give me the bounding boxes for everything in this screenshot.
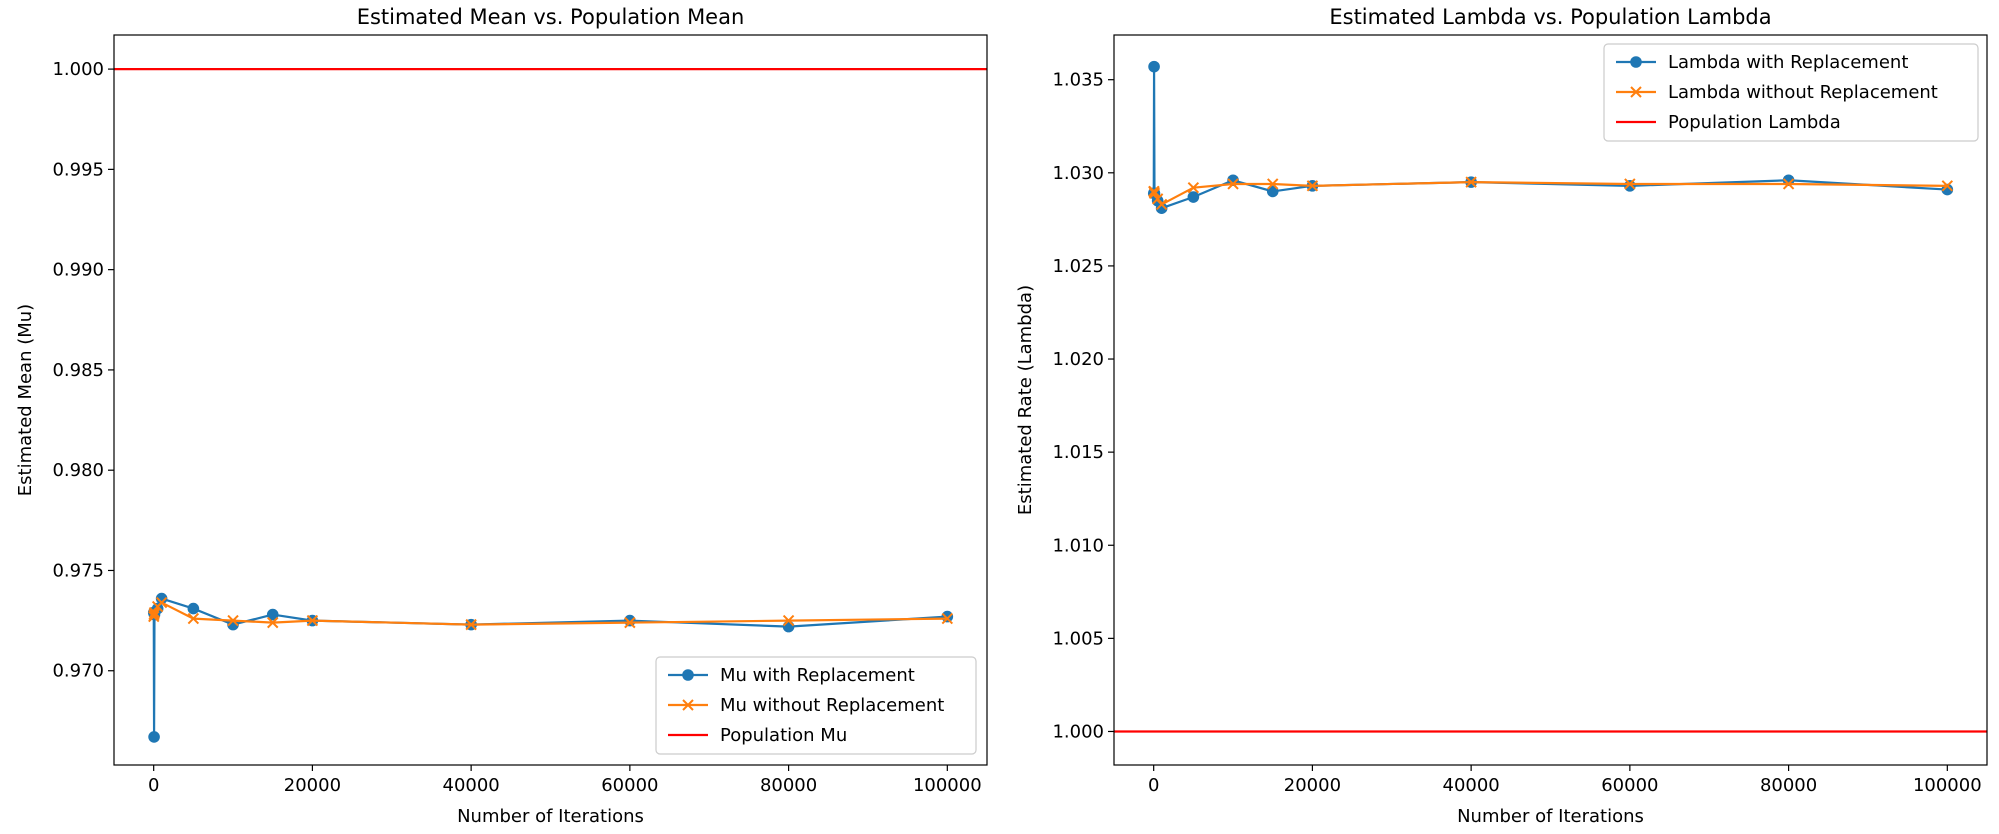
- legend-swatch-marker: [682, 669, 694, 681]
- y-tick-label: 0.970: [52, 661, 104, 682]
- x-axis-label: Number of Iterations: [1457, 806, 1644, 827]
- x-tick-label: 100000: [913, 775, 982, 796]
- x-tick-label: 80000: [1760, 775, 1817, 796]
- axes-frame: [113, 34, 988, 766]
- series-mu-without-replacement-point: [155, 596, 168, 609]
- series-lambda-without-replacement-point: [1782, 178, 1795, 190]
- x-tick-label: 40000: [443, 775, 500, 796]
- series-lambda-without-replacement-point: [1465, 176, 1477, 188]
- series-lambda-without-replacement-point: [1155, 198, 1168, 211]
- series-mu-without-replacement-point: [227, 614, 239, 627]
- x-tick-label: 80000: [760, 775, 817, 796]
- x-tick-label: 0: [148, 775, 159, 796]
- series-mu-with-replacement-point: [155, 592, 168, 605]
- y-tick-label: 0.980: [52, 460, 104, 481]
- y-axis-label: Estimated Rate (Lambda): [1015, 285, 1036, 515]
- y-tick-label: 1.005: [1052, 628, 1104, 649]
- legend-swatch-marker: [682, 699, 694, 711]
- series-lambda-with-replacement-point: [1155, 202, 1168, 214]
- plot-area: [1114, 60, 1987, 733]
- x-tick-label: 20000: [284, 775, 341, 796]
- legend-label: Mu with Replacement: [720, 665, 915, 686]
- series-lambda-without-replacement-point: [1148, 187, 1161, 199]
- series-mu-without-replacement-point: [782, 614, 795, 627]
- series-lambda-without-replacement-point: [1151, 193, 1164, 205]
- mu-chart: Estimated Mean vs. Population Mean 0 20000…: [15, 5, 988, 827]
- series-lambda-without-replacement-point: [1306, 180, 1319, 192]
- series-lambda-without-replacement-point: [1624, 178, 1636, 190]
- series-lambda-without-replacement-point: [1148, 185, 1160, 198]
- legend: Lambda with Replacement Lambda without Re…: [1603, 43, 1979, 142]
- legend-frame: [1603, 43, 1979, 142]
- series-mu-with-replacement-point: [941, 610, 954, 623]
- legend-label: Lambda without Replacement: [1668, 82, 1938, 103]
- y-tick-label: 0.995: [52, 159, 104, 180]
- series-lambda-with-replacement-point: [1266, 185, 1279, 198]
- legend-label: Population Lambda: [1668, 112, 1841, 133]
- y-axis-label: Estimated Mean (Mu): [15, 304, 36, 496]
- series-mu-with-replacement-point: [624, 614, 636, 627]
- series-mu-with-replacement-point: [266, 608, 279, 621]
- x-tick-label: 20000: [1284, 775, 1341, 796]
- series-mu-without-replacement-point: [148, 606, 161, 619]
- y-tick-label: 1.000: [1052, 721, 1104, 742]
- y-tick-label: 1.020: [1052, 349, 1104, 370]
- y-tick-label: 1.025: [1052, 256, 1104, 277]
- y-tick-label: 0.985: [52, 360, 104, 381]
- series-lambda-without-replacement-point: [1187, 181, 1200, 194]
- lambda-chart: Estimated Lambda vs. Population Lambda 0 2…: [1015, 5, 1988, 827]
- y-tick-label: 1.010: [1052, 535, 1104, 556]
- legend: Mu with Replacement Mu without Replacemen…: [655, 656, 977, 755]
- x-tick-label: 40000: [1443, 775, 1500, 796]
- plot-area: [114, 67, 987, 743]
- legend-swatch-marker: [1630, 56, 1642, 68]
- series-lambda-with-replacement-point: [1624, 180, 1636, 192]
- x-tick-label: 100000: [1913, 775, 1982, 796]
- legend-frame: [655, 656, 977, 755]
- series-mu-with-replacement-point: [782, 620, 795, 633]
- series-mu-without-replacement-point: [148, 608, 160, 621]
- series-lambda-without-replacement-point: [1941, 180, 1954, 192]
- series-mu-with-replacement-point: [187, 602, 200, 615]
- legend-label: Lambda with Replacement: [1668, 52, 1908, 73]
- x-tick-label: 60000: [601, 775, 658, 796]
- x-tick-label: 0: [1148, 775, 1159, 796]
- chart-title: Estimated Mean vs. Population Mean: [357, 5, 745, 29]
- series-mu-without-replacement-point: [624, 616, 636, 629]
- series-mu-without-replacement-point: [187, 612, 200, 625]
- series-lambda-with-replacement-point: [1187, 191, 1200, 203]
- series-lambda-without-replacement-point: [1227, 178, 1239, 190]
- y-tick-label: 1.030: [1052, 163, 1104, 184]
- series-lambda-with-replacement-point: [1148, 60, 1160, 73]
- chart-title: Estimated Lambda vs. Population Lambda: [1329, 5, 1771, 29]
- y-tick-label: 1.035: [1052, 70, 1104, 91]
- legend-label: Mu without Replacement: [720, 695, 944, 716]
- y-tick-label: 1.000: [52, 59, 104, 80]
- series-mu-without-replacement-point: [148, 610, 160, 623]
- x-axis-label: Number of Iterations: [457, 806, 644, 827]
- series-mu-with-replacement-point: [148, 731, 160, 743]
- legend-label: Population Mu: [720, 725, 847, 746]
- y-tick-label: 1.015: [1052, 442, 1104, 463]
- axes-frame: [1113, 34, 1988, 766]
- series-mu-without-replacement-point: [465, 618, 477, 631]
- series-mu-without-replacement-point: [306, 614, 319, 627]
- series-lambda-without-replacement-point: [1267, 178, 1279, 190]
- legend-swatch-marker: [1630, 86, 1642, 98]
- series-mu-without-replacement-point: [941, 612, 954, 625]
- y-tick-label: 0.975: [52, 560, 104, 581]
- y-tick-label: 0.990: [52, 260, 104, 281]
- series-mu-without-replacement-point: [267, 616, 279, 629]
- x-tick-label: 60000: [1601, 775, 1658, 796]
